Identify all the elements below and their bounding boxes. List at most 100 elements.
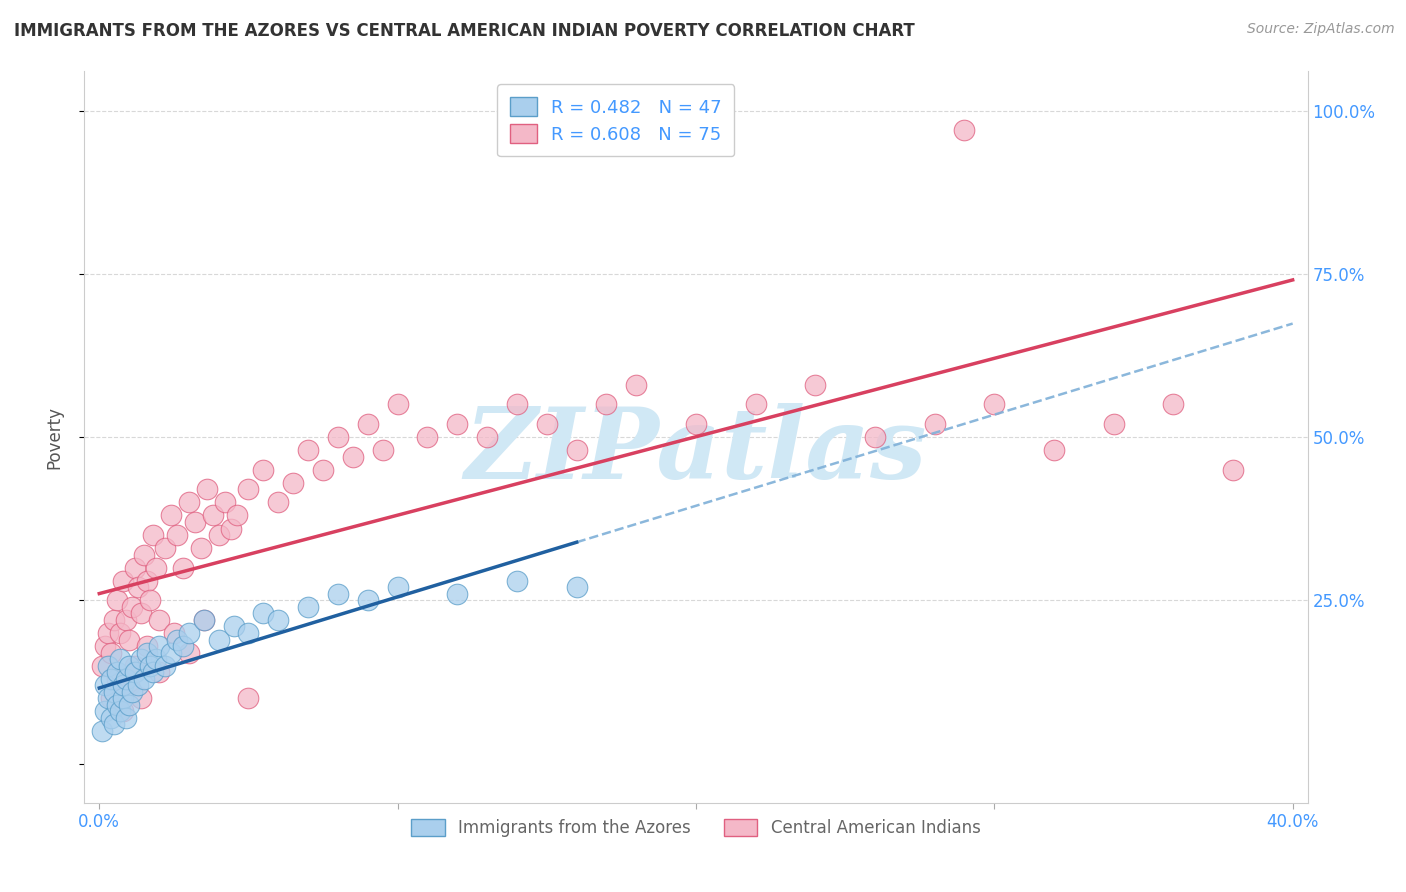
- Point: [127, 678, 149, 692]
- Point: [100, 646, 122, 660]
- Point: [103, 717, 125, 731]
- Point: [112, 705, 135, 719]
- Point: [132, 548, 155, 562]
- Point: [118, 698, 141, 712]
- Point: [94, 639, 117, 653]
- Point: [744, 397, 766, 411]
- Y-axis label: Poverty: Poverty: [45, 406, 63, 468]
- Point: [129, 607, 152, 621]
- Point: [118, 678, 141, 692]
- Point: [97, 626, 120, 640]
- Point: [219, 521, 242, 535]
- Point: [1102, 417, 1125, 431]
- Point: [163, 626, 186, 640]
- Point: [108, 626, 131, 640]
- Point: [371, 443, 394, 458]
- Point: [565, 443, 588, 458]
- Point: [136, 646, 159, 660]
- Point: [148, 613, 170, 627]
- Point: [195, 483, 218, 497]
- Point: [297, 443, 319, 458]
- Point: [267, 613, 290, 627]
- Point: [115, 613, 138, 627]
- Point: [506, 397, 529, 411]
- Text: ZIPatlas: ZIPatlas: [465, 403, 927, 500]
- Point: [112, 678, 135, 692]
- Point: [626, 377, 648, 392]
- Point: [148, 639, 170, 653]
- Point: [115, 711, 138, 725]
- Point: [121, 599, 143, 614]
- Point: [142, 665, 165, 680]
- Point: [121, 685, 143, 699]
- Point: [283, 475, 305, 490]
- Point: [297, 599, 319, 614]
- Point: [225, 508, 247, 523]
- Point: [863, 430, 886, 444]
- Point: [924, 417, 946, 431]
- Point: [177, 495, 200, 509]
- Point: [148, 665, 170, 680]
- Point: [267, 495, 290, 509]
- Point: [446, 417, 468, 431]
- Point: [238, 483, 260, 497]
- Point: [124, 658, 146, 673]
- Point: [953, 123, 976, 137]
- Point: [129, 652, 152, 666]
- Point: [172, 639, 194, 653]
- Point: [177, 626, 200, 640]
- Point: [184, 515, 207, 529]
- Point: [108, 705, 131, 719]
- Point: [387, 580, 409, 594]
- Point: [207, 632, 229, 647]
- Point: [112, 691, 135, 706]
- Point: [1222, 463, 1244, 477]
- Point: [207, 528, 229, 542]
- Point: [145, 652, 167, 666]
- Point: [142, 528, 165, 542]
- Point: [565, 580, 588, 594]
- Point: [238, 691, 260, 706]
- Point: [595, 397, 617, 411]
- Point: [312, 463, 335, 477]
- Point: [214, 495, 236, 509]
- Point: [145, 560, 167, 574]
- Point: [1163, 397, 1185, 411]
- Point: [446, 587, 468, 601]
- Point: [357, 417, 380, 431]
- Point: [103, 613, 125, 627]
- Point: [153, 658, 176, 673]
- Point: [94, 705, 117, 719]
- Point: [105, 665, 128, 680]
- Legend: Immigrants from the Azores, Central American Indians: Immigrants from the Azores, Central Amer…: [404, 811, 988, 846]
- Point: [222, 619, 245, 633]
- Point: [100, 672, 122, 686]
- Point: [153, 541, 176, 555]
- Point: [190, 541, 212, 555]
- Point: [685, 417, 707, 431]
- Point: [983, 397, 1005, 411]
- Point: [136, 639, 159, 653]
- Point: [166, 632, 188, 647]
- Point: [342, 450, 364, 464]
- Point: [94, 678, 117, 692]
- Point: [252, 463, 274, 477]
- Point: [357, 593, 380, 607]
- Point: [475, 430, 498, 444]
- Point: [105, 672, 128, 686]
- Point: [160, 646, 183, 660]
- Point: [193, 613, 215, 627]
- Point: [105, 593, 128, 607]
- Point: [97, 691, 120, 706]
- Point: [160, 508, 183, 523]
- Point: [124, 560, 146, 574]
- Point: [416, 430, 439, 444]
- Point: [387, 397, 409, 411]
- Point: [506, 574, 529, 588]
- Point: [139, 658, 162, 673]
- Point: [536, 417, 558, 431]
- Point: [108, 652, 131, 666]
- Point: [100, 691, 122, 706]
- Point: [115, 672, 138, 686]
- Point: [1043, 443, 1066, 458]
